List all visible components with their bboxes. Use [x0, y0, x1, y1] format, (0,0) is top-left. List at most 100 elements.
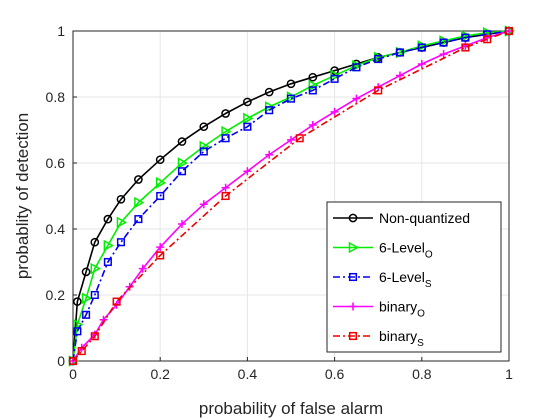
series-point [156, 243, 165, 252]
series-point [374, 86, 383, 95]
series-point [461, 33, 470, 42]
series-point [243, 122, 252, 131]
series-point [330, 74, 339, 83]
series-point [177, 157, 189, 169]
y-axis-label: probablity of detection [13, 113, 32, 279]
legend-entry: binaryO [333, 299, 425, 320]
series-point [417, 60, 426, 68]
series-point [112, 297, 121, 306]
y-tick-label: 0.2 [46, 287, 66, 303]
series-point [156, 251, 165, 260]
legend-marker [348, 331, 358, 341]
series-point [116, 238, 126, 247]
legend-subscript: O [425, 250, 433, 261]
series-point [221, 109, 230, 118]
series-point [461, 43, 470, 52]
legend-marker [348, 213, 358, 223]
series-point [116, 194, 126, 204]
series-point [439, 50, 448, 59]
series-point [155, 155, 165, 165]
series-point [286, 94, 296, 103]
legend-label: binaryO [379, 299, 425, 320]
legend-subscript: O [417, 309, 425, 320]
series-point [295, 134, 304, 143]
series-point [90, 237, 100, 247]
y-tick-label: 1 [57, 23, 65, 39]
legend-entry: binaryS [333, 328, 424, 349]
series-point [308, 86, 317, 95]
series-4 [69, 27, 513, 365]
series-point [374, 55, 383, 64]
series-point [134, 215, 143, 224]
series-point [221, 125, 232, 138]
series-point [81, 292, 93, 305]
x-tick-label: 1 [505, 366, 513, 382]
legend-label: binaryS [379, 328, 424, 349]
legend-marker [349, 302, 357, 311]
series-point [177, 137, 187, 146]
series-point [308, 121, 317, 130]
series-point [439, 38, 448, 47]
x-tick-label: 0.2 [150, 366, 170, 382]
series-point [243, 97, 252, 107]
series-point [81, 267, 91, 277]
series-point [90, 290, 99, 300]
series-point [138, 264, 147, 273]
series-point [103, 257, 112, 267]
series-point [103, 214, 113, 224]
series-point [264, 87, 274, 97]
series-point [286, 79, 296, 89]
x-ticks: 0 0.2 0.4 0.6 0.8 1 [69, 357, 513, 382]
series-point [287, 135, 295, 144]
legend: Non-quantized 6-LevelO 6-LevelS binaryO bina… [326, 201, 502, 353]
series-point [77, 347, 86, 356]
series-point [199, 122, 209, 132]
series-point [395, 48, 405, 57]
series-line [72, 30, 510, 362]
legend-entry: 6-LevelS [333, 269, 432, 290]
y-tick-label: 0.8 [46, 89, 66, 105]
series-point [483, 35, 492, 44]
series-point [82, 310, 91, 319]
series-point [103, 239, 114, 252]
series-point [243, 167, 252, 176]
x-tick-label: 0.4 [238, 366, 258, 382]
series-point [352, 63, 361, 72]
series-point [221, 134, 230, 143]
series-point [116, 216, 127, 229]
series-point [90, 332, 99, 341]
series-point [199, 147, 208, 156]
series-point [68, 356, 78, 366]
series-point [352, 94, 361, 103]
plot-frame [72, 30, 510, 362]
series-point [417, 43, 426, 52]
series-point [155, 177, 167, 189]
legend-label: 6-LevelS [379, 269, 432, 290]
y-tick-label: 0 [57, 353, 65, 369]
series-point [156, 191, 165, 201]
legend-marker [348, 241, 360, 254]
legend-subscript: S [425, 279, 432, 290]
series-point [73, 318, 84, 331]
y-tick-label: 0.6 [46, 155, 66, 171]
series-point [199, 200, 208, 209]
series-point [265, 106, 274, 115]
series-point [243, 112, 254, 125]
series-line [72, 30, 510, 362]
legend-subscript: S [417, 338, 424, 349]
series-point [134, 196, 145, 209]
legend-entry: 6-LevelO [333, 240, 433, 261]
legend-label: Non-quantized [379, 210, 470, 226]
series-point [308, 72, 318, 82]
legend-entry: Non-quantized [333, 210, 470, 226]
series-point [73, 327, 82, 336]
series-point [265, 150, 274, 159]
x-axis-label: probability of false alarm [199, 399, 383, 418]
series-point [396, 71, 404, 80]
series-point [178, 220, 186, 229]
series-5 [68, 26, 514, 366]
series-point [73, 297, 82, 306]
series-point [221, 191, 230, 201]
x-tick-label: 0.8 [412, 366, 432, 382]
